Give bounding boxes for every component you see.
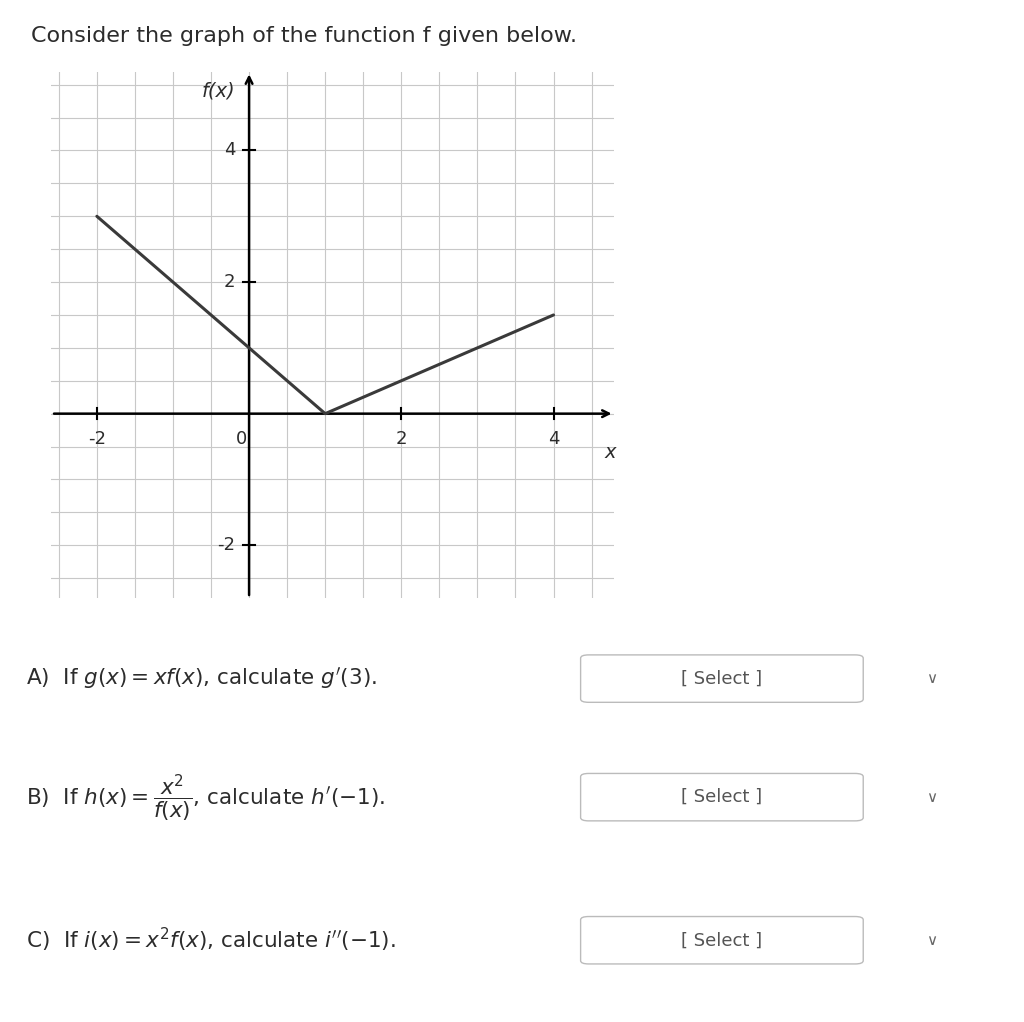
Text: 2: 2	[224, 273, 236, 291]
Text: x: x	[605, 444, 616, 462]
Text: -2: -2	[88, 430, 105, 448]
Text: [ Select ]: [ Select ]	[681, 669, 763, 688]
Text: 4: 4	[224, 141, 236, 159]
Text: ∨: ∨	[927, 933, 937, 947]
Text: f(x): f(x)	[202, 82, 236, 100]
FancyBboxPatch shape	[581, 655, 863, 702]
Text: 4: 4	[548, 430, 559, 448]
Text: -2: -2	[217, 537, 236, 554]
Text: B)  If $h(x) = \dfrac{x^2}{f(x)}$, calculate $h'(-1)$.: B) If $h(x) = \dfrac{x^2}{f(x)}$, calcul…	[26, 772, 385, 823]
FancyBboxPatch shape	[581, 917, 863, 964]
Text: 2: 2	[395, 430, 408, 448]
Text: ∨: ∨	[927, 671, 937, 686]
Text: C)  If $i(x) = x^2 f(x)$, calculate $i''(-1)$.: C) If $i(x) = x^2 f(x)$, calculate $i''(…	[26, 926, 395, 955]
Text: [ Select ]: [ Select ]	[681, 788, 763, 806]
Text: [ Select ]: [ Select ]	[681, 931, 763, 949]
Text: ∨: ∨	[927, 790, 937, 804]
Text: Consider the graph of the function f given below.: Consider the graph of the function f giv…	[31, 26, 577, 46]
Text: 0: 0	[236, 430, 247, 448]
FancyBboxPatch shape	[581, 774, 863, 821]
Text: A)  If $g(x) = xf(x)$, calculate $g'(3)$.: A) If $g(x) = xf(x)$, calculate $g'(3)$.	[26, 666, 377, 691]
